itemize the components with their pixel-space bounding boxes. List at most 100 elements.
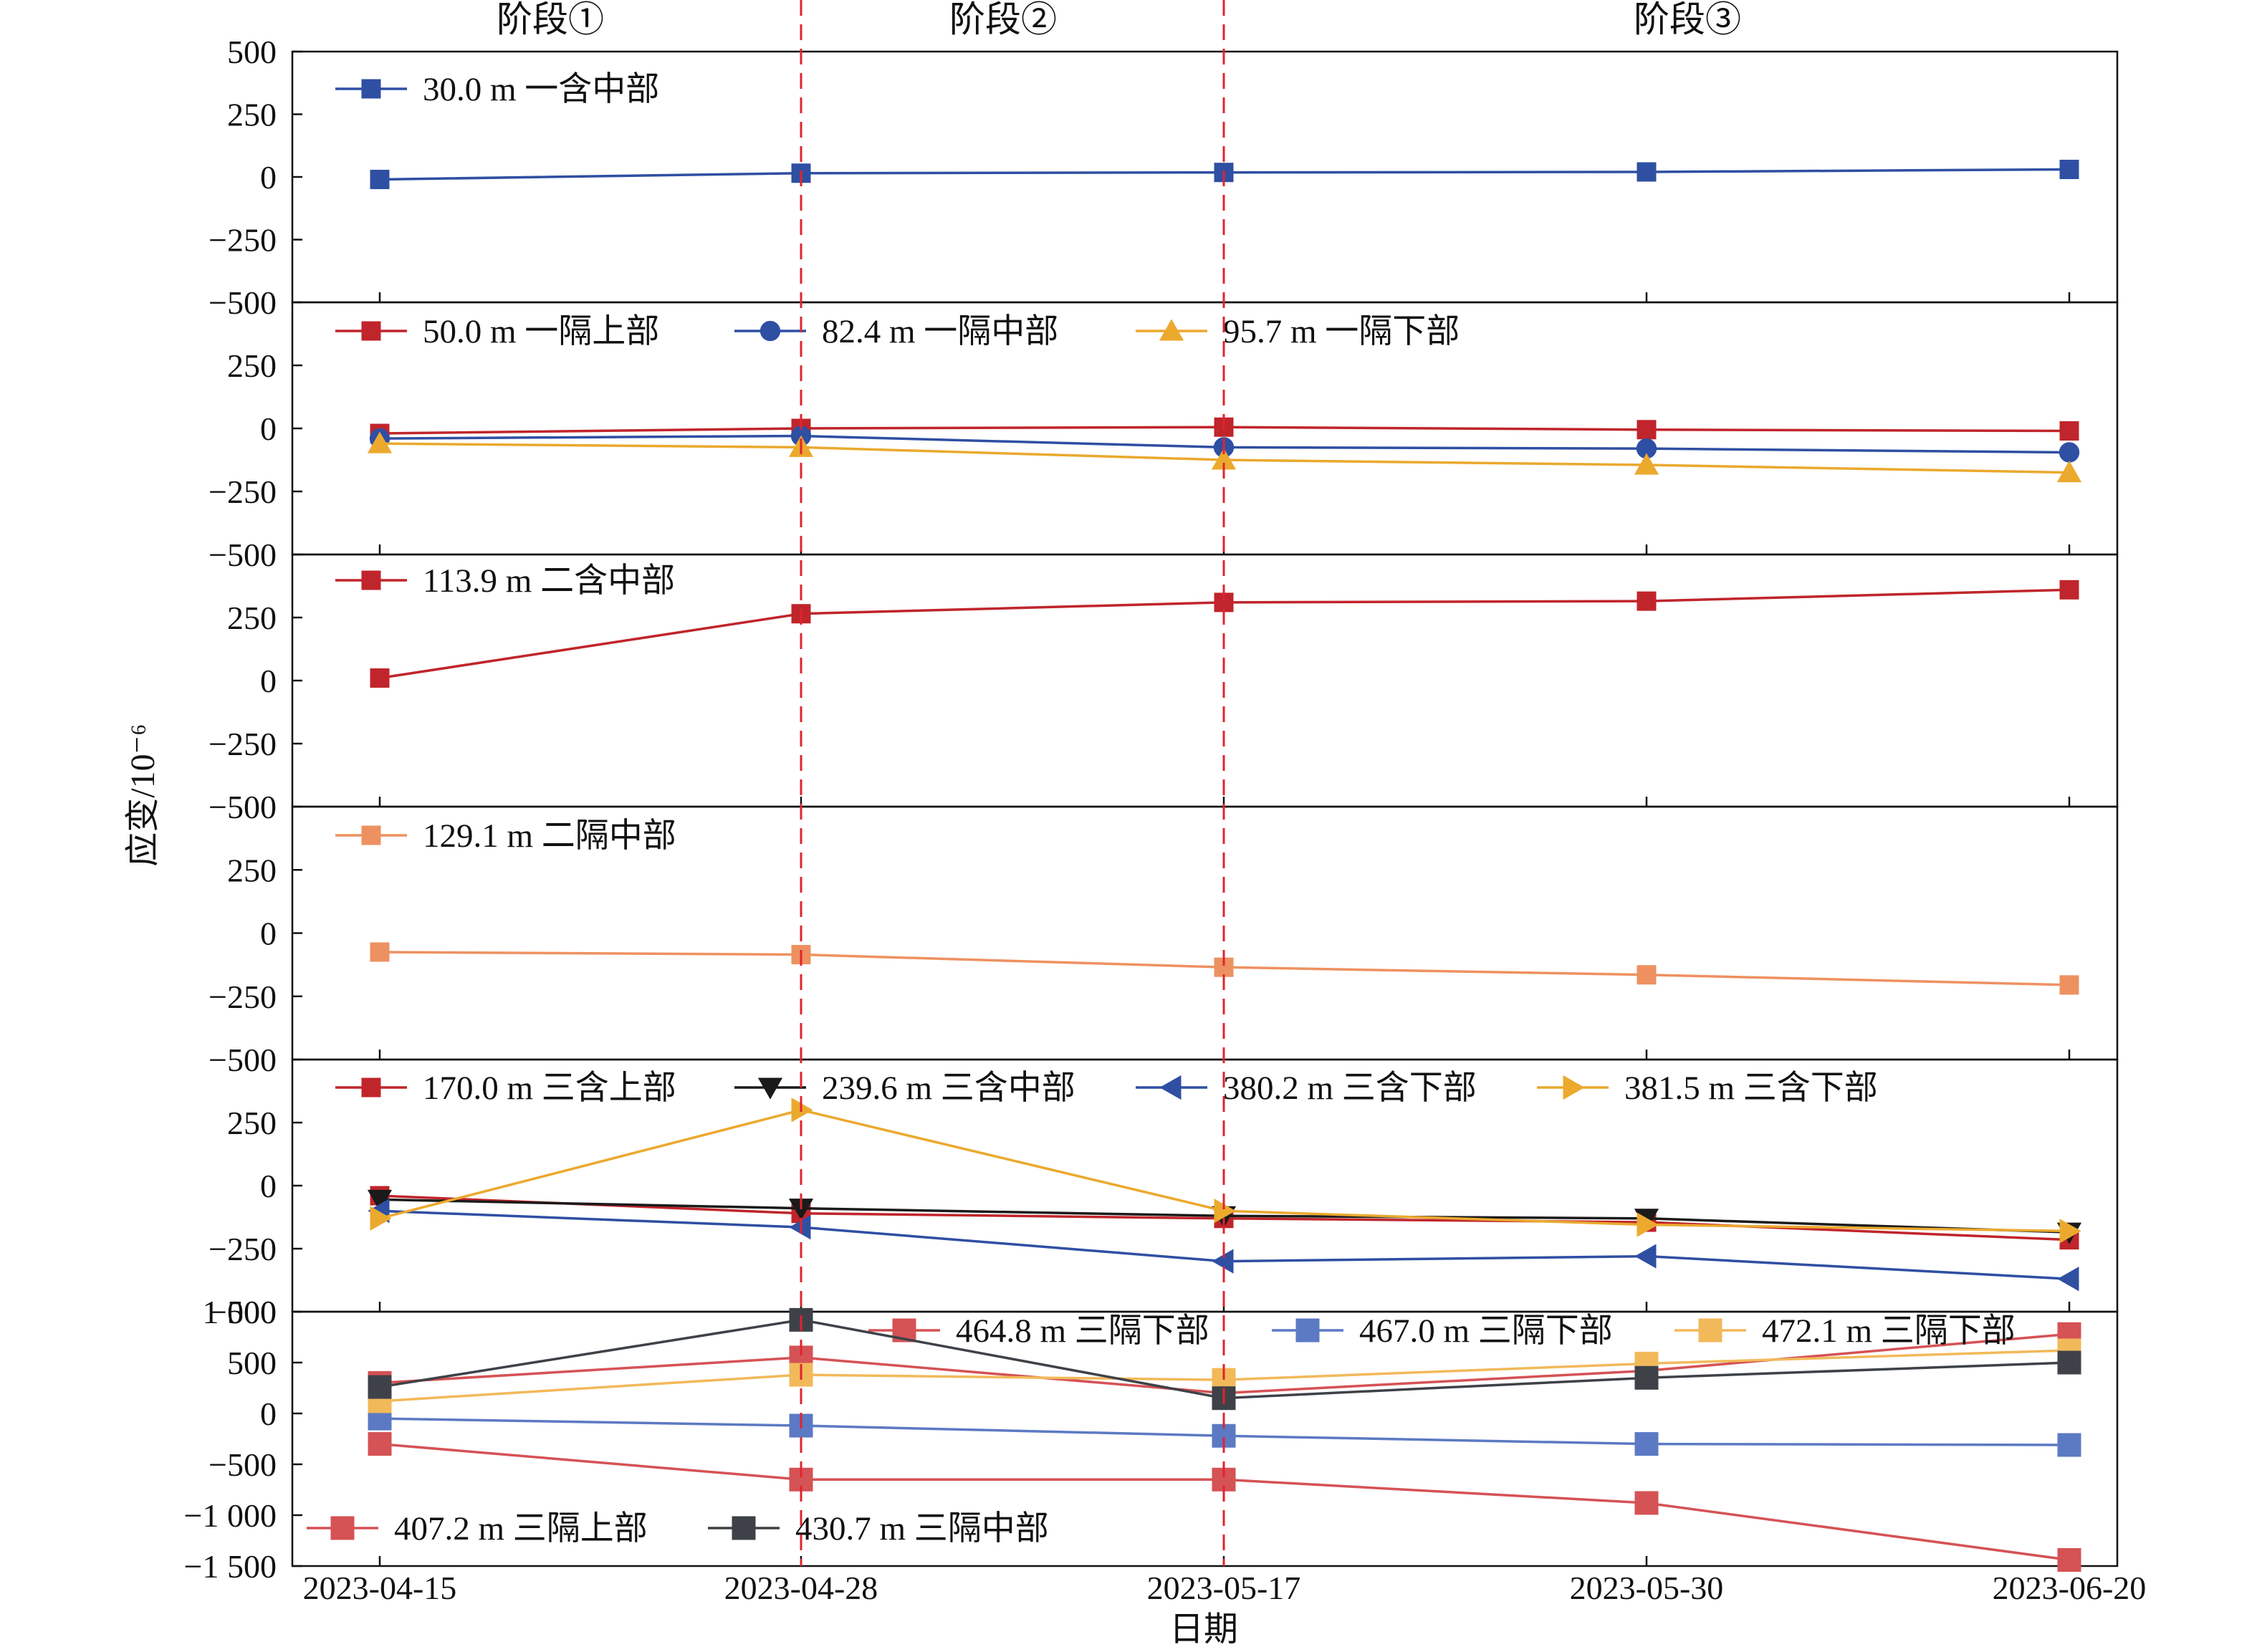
legend-marker bbox=[757, 1077, 783, 1100]
y-tick-label: −500 bbox=[209, 284, 277, 321]
x-tick-label: 2023-05-30 bbox=[1570, 1570, 1724, 1606]
y-tick-label: −250 bbox=[209, 726, 277, 762]
y-tick-label: 0 bbox=[260, 159, 277, 196]
panel-1: 500 250 0 −250 −500 30.0 m 一含中部 bbox=[209, 34, 2119, 321]
data-point bbox=[1637, 420, 1657, 440]
data-point bbox=[1634, 1244, 1657, 1269]
data-point bbox=[367, 1189, 393, 1211]
legend-item: 430.7 m 三隔中部 bbox=[708, 1510, 1049, 1547]
series-113.9-m-二含中部 bbox=[370, 580, 2079, 688]
legend-label: 472.1 m 三隔下部 bbox=[1762, 1312, 2016, 1350]
data-point bbox=[370, 1206, 392, 1231]
legend-marker bbox=[732, 1516, 756, 1540]
y-tick-label: −500 bbox=[209, 789, 277, 825]
data-point bbox=[2059, 1219, 2081, 1244]
data-point bbox=[2059, 975, 2079, 995]
data-point bbox=[1637, 1212, 1659, 1237]
legend-item: 82.4 m 一隔中部 bbox=[734, 313, 1058, 350]
legend-item: 407.2 m 三隔上部 bbox=[307, 1510, 648, 1547]
legend-label: 82.4 m 一隔中部 bbox=[822, 313, 1058, 350]
y-tick-label: 250 bbox=[227, 97, 277, 133]
y-tick-label: 250 bbox=[227, 600, 277, 636]
y-tick-label: 500 bbox=[227, 34, 277, 70]
y-tick-label: 0 bbox=[260, 1168, 277, 1204]
legend-item: 30.0 m 一含中部 bbox=[335, 71, 659, 108]
legend-marker bbox=[361, 825, 381, 845]
legend-label: 430.7 m 三隔中部 bbox=[795, 1510, 1049, 1547]
data-point bbox=[1637, 965, 1657, 985]
y-tick-label: −500 bbox=[209, 1446, 277, 1483]
data-point bbox=[2057, 1350, 2081, 1375]
series-95.7-m-一隔下部 bbox=[367, 431, 2082, 483]
y-tick-label: 0 bbox=[260, 663, 277, 699]
data-point bbox=[370, 668, 390, 688]
data-point bbox=[1634, 1491, 1659, 1515]
legend-marker bbox=[361, 79, 381, 99]
y-tick-label: 500 bbox=[227, 1345, 277, 1381]
data-point bbox=[2059, 421, 2079, 441]
data-point bbox=[2059, 442, 2080, 463]
y-tick-label: 0 bbox=[260, 916, 277, 952]
legend-label: 129.1 m 二隔中部 bbox=[423, 817, 676, 855]
y-tick-label: −250 bbox=[209, 979, 277, 1015]
legend-label: 113.9 m 二含中部 bbox=[423, 562, 675, 600]
legend-label: 407.2 m 三隔上部 bbox=[394, 1510, 648, 1547]
stage-label: 阶段② bbox=[949, 0, 1057, 39]
panel-5: 250 0 −250 −500 170.0 m 三含上部 239.6 m 三含中部 380.… bbox=[209, 1058, 2119, 1330]
data-point bbox=[2057, 1547, 2081, 1572]
y-tick-label: 1 000 bbox=[203, 1294, 277, 1330]
legend-item: 380.2 m 三含下部 bbox=[1136, 1070, 1477, 1107]
data-point bbox=[2057, 1433, 2081, 1457]
legend-marker bbox=[361, 321, 381, 341]
legend-marker bbox=[361, 570, 381, 590]
legend-item: 129.1 m 二隔中部 bbox=[335, 817, 676, 855]
legend-item: 467.0 m 三隔下部 bbox=[1272, 1312, 1613, 1350]
data-point bbox=[367, 431, 393, 453]
stage-label: 阶段③ bbox=[1634, 0, 1741, 39]
y-tick-label: 0 bbox=[260, 1396, 277, 1432]
legend-item: 50.0 m 一隔上部 bbox=[335, 313, 659, 350]
y-tick-label: −500 bbox=[209, 1294, 277, 1330]
y-tick-label: −250 bbox=[209, 1231, 277, 1267]
y-tick-label: 250 bbox=[227, 1105, 277, 1141]
legend-label: 50.0 m 一隔上部 bbox=[423, 313, 659, 350]
y-tick-label: −1 000 bbox=[184, 1497, 277, 1534]
data-point bbox=[370, 170, 390, 189]
panel-2: 250 0 −250 −500 50.0 m 一隔上部 82.4 m 一隔中部 95.7 m… bbox=[209, 301, 2119, 573]
series-407.2-m-三隔上部 bbox=[368, 1432, 2081, 1572]
legend-marker bbox=[1159, 319, 1184, 341]
y-tick-label: −250 bbox=[209, 474, 277, 510]
y-tick-label: −1 500 bbox=[184, 1548, 277, 1585]
series-472.1-m-三隔下部 bbox=[368, 1338, 2081, 1413]
data-point bbox=[2057, 1267, 2079, 1292]
y-tick-label: −250 bbox=[209, 222, 277, 259]
legend-label: 380.2 m 三含下部 bbox=[1223, 1070, 1477, 1107]
x-tick-label: 2023-06-20 bbox=[1993, 1570, 2147, 1606]
panel-3: 250 0 −250 −500 113.9 m 二含中部 bbox=[209, 553, 2119, 825]
panel-6: 1 000 500 0 −500 −1 000 −1 500 464.8 m 三隔下部 467… bbox=[184, 1294, 2119, 1585]
data-point bbox=[1634, 1432, 1659, 1456]
legend-item: 170.0 m 三含上部 bbox=[335, 1070, 676, 1107]
x-tick-label: 2023-04-28 bbox=[724, 1570, 878, 1606]
x-axis-title: 日期 bbox=[1169, 1610, 1238, 1648]
legend-item: 239.6 m 三含中部 bbox=[734, 1070, 1075, 1107]
legend-label: 239.6 m 三含中部 bbox=[822, 1070, 1075, 1107]
y-tick-label: −500 bbox=[209, 1042, 277, 1078]
data-point bbox=[1634, 1365, 1659, 1390]
y-tick-label: 250 bbox=[227, 852, 277, 888]
legend-label: 467.0 m 三隔下部 bbox=[1359, 1312, 1613, 1350]
stage-label: 阶段① bbox=[497, 0, 604, 39]
series-129.1-m-二隔中部 bbox=[370, 942, 2079, 995]
legend-item: 95.7 m 一隔下部 bbox=[1136, 313, 1460, 350]
x-tick-label: 2023-04-15 bbox=[303, 1570, 457, 1606]
data-point bbox=[1637, 162, 1657, 182]
legend-label: 30.0 m 一含中部 bbox=[423, 71, 659, 108]
data-point bbox=[370, 942, 390, 962]
legend-marker bbox=[1295, 1318, 1320, 1343]
panel-4: 250 0 −250 −500 129.1 m 二隔中部 bbox=[209, 805, 2119, 1078]
legend-item: 113.9 m 二含中部 bbox=[335, 562, 675, 600]
y-axis-title: 应变/10⁻⁶ bbox=[124, 724, 162, 866]
panel-frame bbox=[291, 1310, 2119, 1567]
legend-marker bbox=[330, 1516, 355, 1540]
